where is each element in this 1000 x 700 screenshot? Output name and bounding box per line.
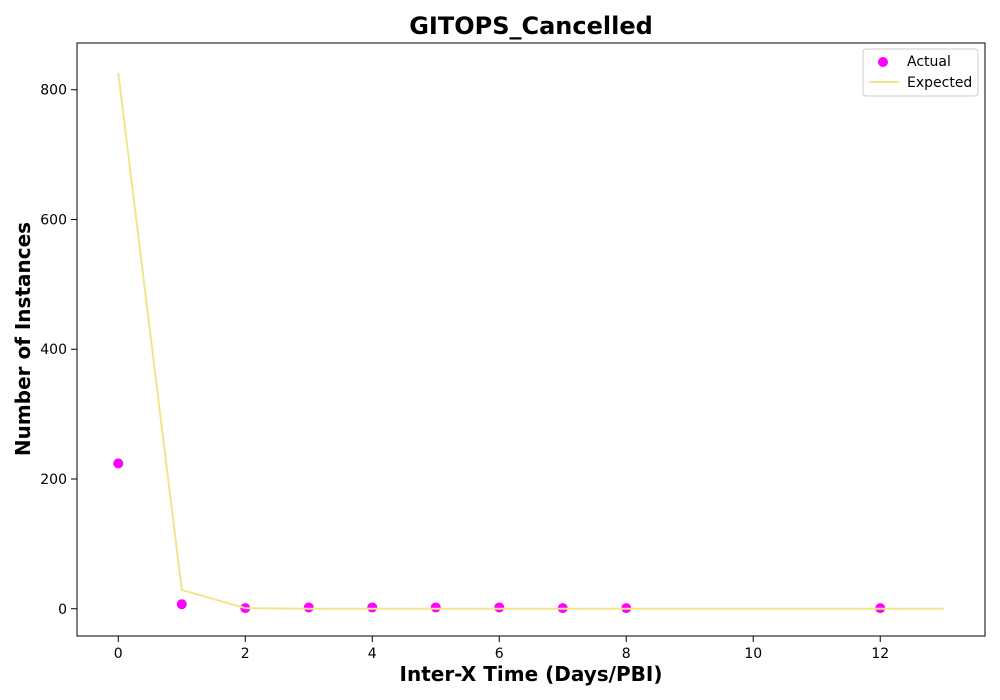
y-tick-label: 0 — [58, 602, 67, 618]
y-tick-label: 400 — [40, 342, 67, 358]
data-point-actual — [176, 599, 187, 610]
data-point-actual — [367, 602, 378, 613]
y-axis-label: Number of Instances — [11, 222, 35, 456]
plot-frame — [76, 42, 986, 637]
y-tick-label: 200 — [40, 472, 67, 488]
y-tick-label: 600 — [40, 212, 67, 228]
x-tick-label: 12 — [871, 646, 889, 662]
plot-area — [113, 72, 944, 614]
legend: Actual Expected — [862, 48, 979, 97]
legend-marker-actual — [878, 57, 888, 67]
data-point-actual — [303, 602, 314, 613]
x-tick-label: 2 — [241, 646, 250, 662]
series-line-expected — [117, 72, 944, 610]
data-point-actual — [494, 602, 505, 613]
data-point-actual — [430, 602, 441, 613]
legend-box — [862, 48, 979, 97]
legend-label-actual: Actual — [907, 54, 951, 70]
x-tick-label: 0 — [114, 646, 123, 662]
legend-label-expected: Expected — [907, 75, 972, 91]
y-tick-label: 800 — [40, 83, 67, 99]
x-tick-label: 8 — [622, 646, 631, 662]
x-tick-label: 4 — [368, 646, 377, 662]
data-point-actual — [113, 458, 124, 469]
x-axis-label: Inter-X Time (Days/PBI) — [400, 662, 663, 686]
x-tick-label: 10 — [744, 646, 762, 662]
chart-title: GITOPS_Cancelled — [409, 12, 653, 40]
x-axis: 0 2 4 6 8 10 12 — [114, 636, 889, 662]
y-axis: 0 200 400 600 800 — [40, 83, 77, 618]
x-tick-label: 6 — [495, 646, 504, 662]
